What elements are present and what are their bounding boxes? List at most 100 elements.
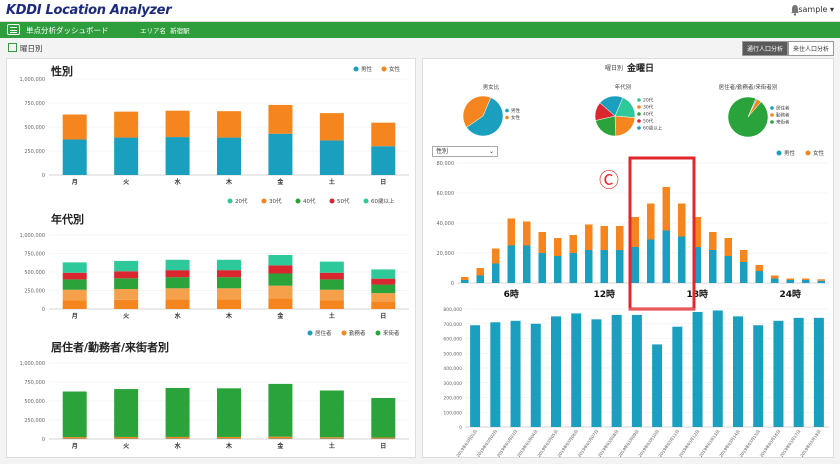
legend-label[interactable]: 40代: [303, 197, 316, 205]
bar-segment[interactable]: [268, 104, 293, 134]
tab-traffic-population[interactable]: 通行人口分析: [741, 41, 788, 56]
bar-segment[interactable]: [217, 288, 241, 300]
bar-segment[interactable]: [538, 253, 547, 283]
bar-segment[interactable]: [165, 387, 190, 437]
bar-segment[interactable]: [476, 268, 485, 276]
bar-segment[interactable]: [371, 269, 396, 279]
bar-segment[interactable]: [62, 262, 87, 273]
bar-segment[interactable]: [693, 217, 702, 247]
bar-segment[interactable]: [371, 146, 396, 175]
bar-segment[interactable]: [62, 114, 87, 140]
bar-segment[interactable]: [771, 278, 779, 284]
bar-segment[interactable]: [114, 436, 139, 439]
bar[interactable]: [530, 323, 541, 427]
legend-label[interactable]: 居住者: [315, 329, 332, 337]
bar-segment[interactable]: [165, 270, 190, 278]
bar[interactable]: [470, 325, 481, 427]
bar[interactable]: [652, 344, 663, 427]
bar-segment[interactable]: [319, 261, 344, 273]
bar-segment[interactable]: [165, 110, 190, 138]
bar[interactable]: [692, 311, 703, 427]
bar-segment[interactable]: [217, 436, 241, 439]
bar-segment[interactable]: [585, 250, 593, 283]
bar-segment[interactable]: [740, 262, 748, 283]
bar-segment[interactable]: [319, 390, 344, 438]
bar[interactable]: [712, 310, 723, 427]
bar-segment[interactable]: [507, 218, 516, 246]
user-menu[interactable]: sample ▾: [798, 5, 834, 14]
bar-segment[interactable]: [319, 272, 344, 280]
bar-segment[interactable]: [268, 273, 293, 286]
bar-segment[interactable]: [740, 250, 748, 262]
bar[interactable]: [672, 326, 683, 427]
bar-segment[interactable]: [678, 203, 686, 237]
bar-segment[interactable]: [268, 436, 293, 439]
bar[interactable]: [571, 313, 582, 427]
bar-segment[interactable]: [523, 245, 531, 284]
bar-segment[interactable]: [755, 265, 764, 271]
bar-segment[interactable]: [724, 256, 733, 283]
bell-icon[interactable]: [790, 4, 800, 16]
bar[interactable]: [793, 317, 804, 427]
bar-segment[interactable]: [371, 278, 396, 285]
hamburger-menu-icon[interactable]: [7, 24, 20, 35]
bar[interactable]: [490, 322, 501, 427]
bar-segment[interactable]: [268, 285, 293, 299]
bar-segment[interactable]: [268, 265, 293, 274]
bar-segment[interactable]: [802, 280, 810, 283]
bar-segment[interactable]: [62, 300, 87, 309]
bar-segment[interactable]: [585, 224, 593, 251]
bar-segment[interactable]: [371, 122, 396, 147]
bar[interactable]: [773, 320, 784, 427]
bar-segment[interactable]: [554, 256, 562, 283]
bar-segment[interactable]: [217, 299, 241, 309]
bar-segment[interactable]: [631, 247, 640, 283]
breakdown-select[interactable]: 性別 ⌄: [432, 146, 498, 157]
bar-segment[interactable]: [371, 301, 396, 309]
bar[interactable]: [813, 317, 824, 427]
legend-label[interactable]: 勤務者: [349, 329, 366, 337]
bar-segment[interactable]: [62, 272, 87, 280]
bar-segment[interactable]: [217, 388, 241, 437]
bar-segment[interactable]: [114, 260, 139, 272]
bar[interactable]: [753, 325, 764, 427]
pie-slice[interactable]: [614, 115, 636, 137]
bar-segment[interactable]: [319, 113, 344, 141]
bar-segment[interactable]: [724, 238, 733, 256]
tab-visitor-population[interactable]: 来住人口分析: [787, 41, 834, 56]
bar[interactable]: [551, 316, 561, 427]
bar-segment[interactable]: [217, 137, 241, 175]
legend-label[interactable]: 女性: [813, 149, 825, 157]
pie-slice[interactable]: [462, 95, 492, 128]
bar-segment[interactable]: [600, 250, 609, 283]
bar-segment[interactable]: [62, 437, 87, 439]
bar-segment[interactable]: [62, 139, 87, 175]
bar-segment[interactable]: [268, 254, 293, 266]
legend-label[interactable]: 60歳以上: [371, 197, 395, 205]
bar-segment[interactable]: [538, 232, 547, 253]
bar-segment[interactable]: [165, 259, 190, 271]
bar-segment[interactable]: [165, 288, 190, 300]
bar-segment[interactable]: [647, 203, 655, 240]
legend-label[interactable]: 30代: [269, 197, 282, 205]
bar-segment[interactable]: [678, 236, 686, 284]
bar-segment[interactable]: [371, 397, 396, 438]
bar-segment[interactable]: [268, 133, 293, 175]
bar-segment[interactable]: [802, 278, 810, 281]
bar-segment[interactable]: [62, 279, 87, 290]
bar-segment[interactable]: [616, 226, 624, 250]
bar[interactable]: [611, 314, 622, 427]
bar-segment[interactable]: [817, 279, 826, 281]
bar-segment[interactable]: [114, 137, 139, 175]
bar-segment[interactable]: [371, 437, 396, 439]
legend-label[interactable]: 20代: [235, 197, 248, 205]
bar-segment[interactable]: [616, 250, 624, 283]
bar-segment[interactable]: [319, 289, 344, 301]
bar-segment[interactable]: [217, 111, 241, 138]
bar-segment[interactable]: [461, 277, 469, 280]
bar-segment[interactable]: [554, 238, 562, 256]
pie-slice[interactable]: [727, 96, 769, 138]
bar-segment[interactable]: [114, 111, 139, 138]
legend-label[interactable]: 男性: [784, 149, 796, 157]
bar-segment[interactable]: [268, 383, 293, 437]
